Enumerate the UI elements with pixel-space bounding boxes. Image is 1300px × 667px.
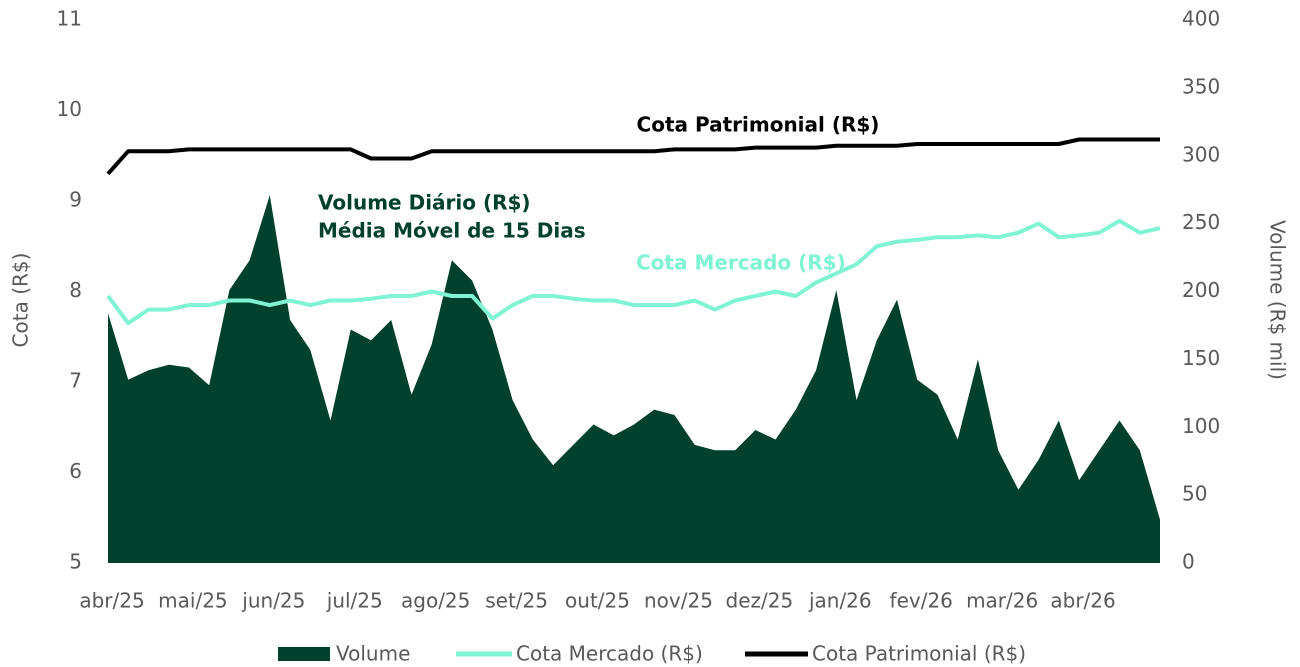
y2-tick-label: 50 [1182,482,1207,506]
y2-axis-label: Volume (R$ mil) [1266,220,1290,380]
x-tick-label: nov/25 [644,589,713,613]
annotation: Cota Mercado (R$) [636,251,846,275]
y-tick-label: 6 [69,459,82,483]
annotation: Cota Patrimonial (R$) [637,113,880,137]
y-tick-label: 9 [69,188,82,212]
x-tick-label: mai/25 [158,589,227,613]
y2-tick-label: 100 [1182,414,1220,438]
volume-area [108,195,1160,563]
x-tick-label: out/25 [565,589,630,613]
y2-tick-label: 150 [1182,346,1220,370]
x-tick-label: abr/26 [1050,589,1115,613]
x-tick-label: jul/25 [326,589,383,613]
annotation: Volume Diário (R$) [318,191,531,215]
x-tick-label: set/25 [485,589,548,613]
y-tick-label: 11 [57,7,82,31]
y-axis-label: Cota (R$) [9,253,33,348]
y2-tick-label: 250 [1182,210,1220,234]
legend-swatch [278,647,330,661]
legend-label: Cota Mercado (R$) [516,642,703,666]
series-line [106,137,1160,176]
x-tick-label: dez/25 [726,589,794,613]
x-tick-label: mar/26 [966,589,1038,613]
y-tick-label: 10 [57,97,82,121]
annotation: Média Móvel de 15 Dias [318,219,586,243]
y2-tick-label: 200 [1182,278,1220,302]
y-tick-label: 5 [69,550,82,574]
y2-tick-label: 0 [1182,550,1195,574]
x-tick-label: abr/25 [79,589,144,613]
x-tick-label: jan/26 [808,589,872,613]
x-tick-label: fev/26 [890,589,953,613]
legend-label: Cota Patrimonial (R$) [812,642,1026,666]
y-tick-label: 7 [69,369,82,393]
x-tick-label: jun/25 [241,589,305,613]
x-tick-label: ago/25 [401,589,470,613]
y-tick-label: 8 [69,278,82,302]
y2-tick-label: 350 [1182,74,1220,98]
y2-tick-label: 300 [1182,142,1220,166]
legend-label: Volume [336,642,410,666]
y2-tick-label: 400 [1182,7,1220,31]
series-line [106,218,1161,326]
